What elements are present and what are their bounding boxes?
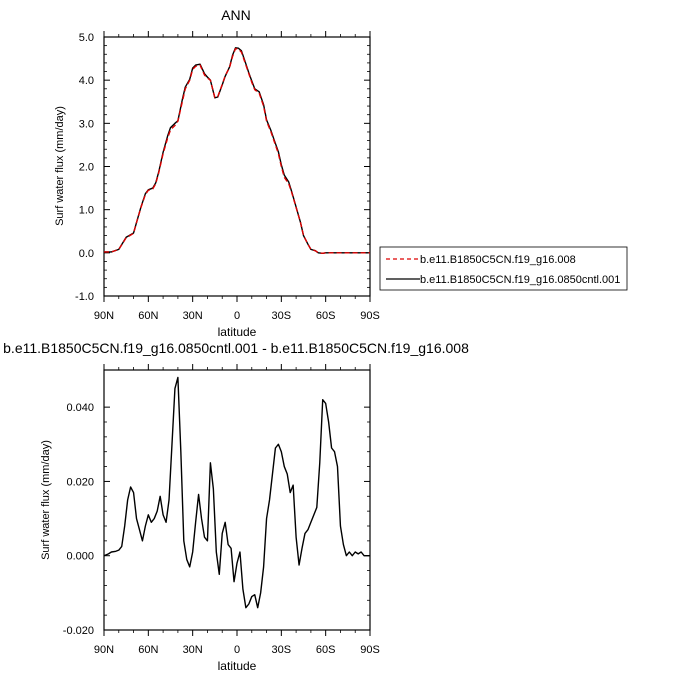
bottom-ytick-label-3: 0.040 <box>66 402 94 414</box>
bottom-ytick-label-0: -0.020 <box>63 625 94 637</box>
bottom-xtick-label-5: 60S <box>316 644 336 656</box>
bottom-xtick-label-1: 60N <box>138 644 158 656</box>
top-plot-frame <box>103 36 371 297</box>
bottom-xtick-label-2: 30N <box>183 644 203 656</box>
top-xtick-label-0: 90N <box>94 310 114 322</box>
bottom-ytick-label-1: 0.000 <box>66 551 94 563</box>
bottom-ytick-label-2: 0.020 <box>66 476 94 488</box>
top-ytick-label-0: -1.0 <box>75 291 94 303</box>
top-series-line-0 <box>104 47 370 254</box>
top-ytick-label-1: 0.0 <box>79 248 94 260</box>
top-xtick-label-5: 60S <box>316 310 336 322</box>
top-ytick-label-3: 2.0 <box>79 162 94 174</box>
bottom-xlabel: latitude <box>218 659 257 673</box>
top-xtick-label-4: 30S <box>272 310 292 322</box>
bottom-ylabel: Surf water flux (mm/day) <box>40 440 52 560</box>
bottom-title: b.e11.B1850C5CN.f19_g16.0850cntl.001 - b… <box>3 340 469 356</box>
bottom-series-line-0 <box>103 376 370 609</box>
legend-box <box>379 246 628 291</box>
bottom-xtick-label-3: 0 <box>234 644 240 656</box>
top-xtick-label-1: 60N <box>138 310 158 322</box>
legend-label-cntl: b.e11.B1850C5CN.f19_g16.0850cntl.001 <box>420 274 620 286</box>
top-xlabel: latitude <box>218 325 257 339</box>
top-panel: ANN -1.0 0.0 1.0 2.0 3.0 4.0 5.0 90N 60N 30N 0 30S… <box>54 7 380 339</box>
top-xtick-label-2: 30N <box>183 310 203 322</box>
legend: b.e11.B1850C5CN.f19_g16.008 b.e11.B1850C… <box>379 246 628 291</box>
bottom-plot-frame <box>103 369 371 631</box>
top-ytick-label-4: 3.0 <box>79 118 94 130</box>
top-title: ANN <box>221 7 251 23</box>
top-ytick-label-6: 5.0 <box>79 32 94 44</box>
bottom-panel: b.e11.B1850C5CN.f19_g16.0850cntl.001 - b… <box>3 340 469 673</box>
legend-label-exp: b.e11.B1850C5CN.f19_g16.008 <box>420 254 576 266</box>
top-ytick-label-2: 1.0 <box>79 205 94 217</box>
top-xtick-label-3: 0 <box>234 310 240 322</box>
top-xtick-label-6: 90S <box>360 310 380 322</box>
bottom-xtick-label-6: 90S <box>360 644 380 656</box>
bottom-xtick-label-0: 90N <box>94 644 114 656</box>
top-ytick-label-5: 4.0 <box>79 75 94 87</box>
top-series-line-1 <box>104 47 370 254</box>
top-ylabel: Surf water flux (mm/day) <box>54 106 66 226</box>
bottom-xtick-label-4: 30S <box>272 644 292 656</box>
